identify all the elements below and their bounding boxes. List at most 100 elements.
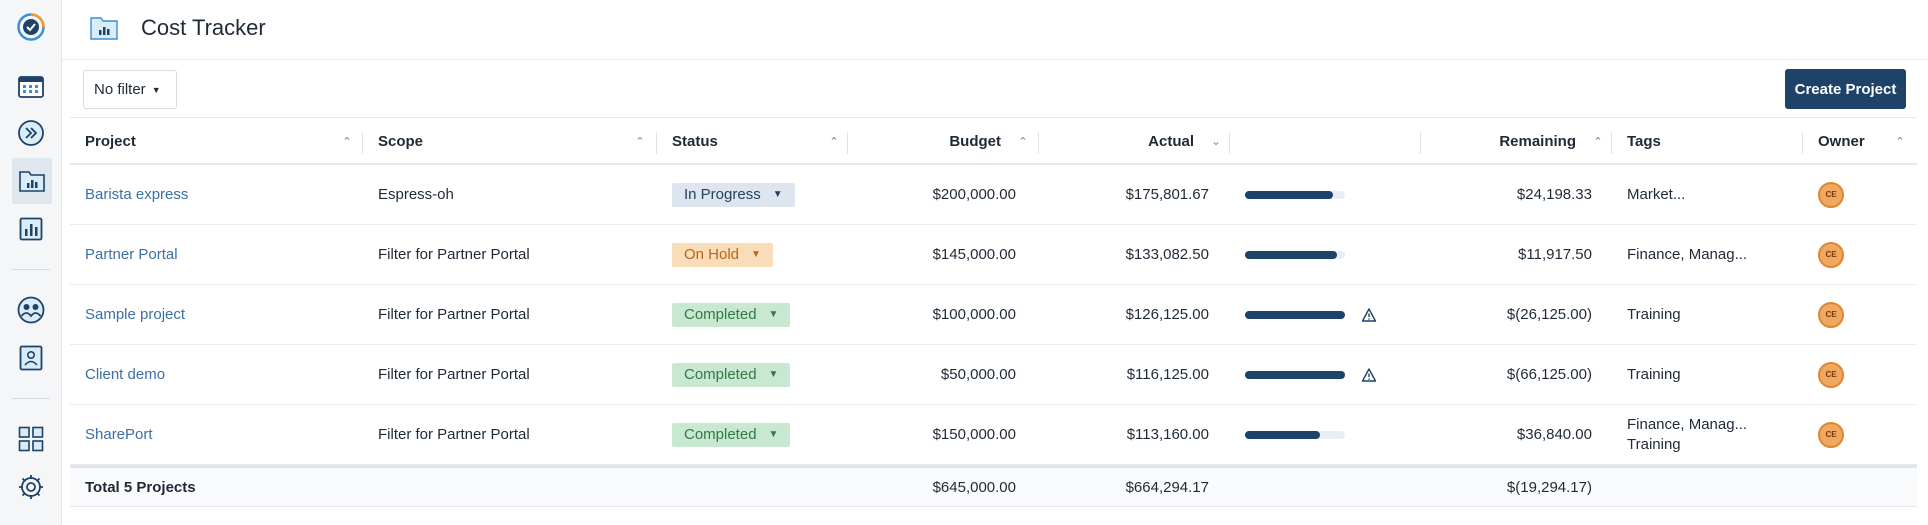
budget-progress-bar (1245, 371, 1345, 379)
budget-cell: $200,000.00 (932, 186, 1016, 203)
status-label: Completed (684, 366, 757, 383)
status-dropdown[interactable]: In Progress ▼ (672, 182, 795, 207)
status-dropdown[interactable]: Completed ▼ (672, 362, 791, 387)
sort-up-icon: ⌃ (829, 135, 839, 148)
status-dropdown[interactable]: Completed ▼ (672, 302, 791, 327)
table-header: Project ⌃ Scope ⌃ Status ⌃ Budget ⌃ Actual ⌄ … (70, 117, 1917, 165)
remaining-cell: $11,917.50 (1518, 246, 1592, 263)
table-row[interactable]: SharePort Filter for Partner Portal Comp… (70, 405, 1917, 465)
tags-cell: Training (1627, 345, 1797, 404)
owner-cell: CE (1818, 165, 1878, 224)
projects-table: Project ⌃ Scope ⌃ Status ⌃ Budget ⌃ Actual ⌄ … (70, 117, 1917, 507)
avatar[interactable]: CE (1818, 301, 1844, 328)
settings-icon[interactable] (16, 472, 46, 502)
actual-cell: $116,125.00 (1126, 366, 1209, 383)
project-link[interactable]: SharePort (85, 426, 153, 443)
remaining-cell: $36,840.00 (1516, 426, 1592, 443)
tag-text: Market... (1627, 185, 1686, 203)
status-label: Completed (684, 426, 757, 443)
column-header-budget[interactable]: Budget ⌃ (853, 118, 1031, 164)
project-link[interactable]: Partner Portal (85, 246, 178, 263)
tag-text: Training (1627, 305, 1681, 323)
sort-up-icon: ⌃ (1895, 135, 1905, 148)
cost-tracker-icon[interactable] (12, 158, 52, 204)
team-icon[interactable] (16, 295, 46, 325)
calendar-icon[interactable] (16, 71, 46, 101)
sort-up-icon: ⌃ (342, 135, 352, 148)
create-project-button[interactable]: Create Project (1785, 69, 1906, 109)
caret-down-icon: ▼ (751, 249, 761, 260)
avatar[interactable]: CE (1818, 361, 1844, 388)
status-cell: Completed ▼ (672, 285, 842, 344)
app-logo-icon[interactable] (16, 12, 46, 42)
cost-tracker-header-icon (90, 15, 118, 46)
tag-text: Finance, Manag... (1627, 415, 1748, 433)
table-row[interactable]: Client demo Filter for Partner Portal Co… (70, 345, 1917, 405)
caret-down-icon: ▼ (768, 369, 779, 380)
column-header-actual[interactable]: Actual ⌄ (1044, 118, 1224, 164)
filter-label: No filter (94, 81, 146, 98)
column-header-tags[interactable]: Tags (1627, 132, 1661, 150)
total-row: Total 5 Projects $645,000.00 $664,294.17… (70, 465, 1917, 507)
avatar[interactable]: CE (1818, 421, 1844, 448)
page-header: Cost Tracker (62, 0, 1928, 60)
project-link[interactable]: Sample project (85, 306, 186, 323)
status-cell: Completed ▼ (672, 405, 842, 464)
column-header-remaining[interactable]: Remaining ⌃ (1426, 118, 1606, 164)
caret-down-icon: ▼ (772, 189, 783, 200)
progress-cell (1245, 345, 1405, 404)
actual-cell: $175,801.67 (1125, 186, 1209, 203)
budget-progress-bar (1245, 311, 1345, 319)
status-cell: Completed ▼ (672, 345, 842, 404)
owner-cell: CE (1818, 285, 1878, 344)
table-row[interactable]: Sample project Filter for Partner Portal… (70, 285, 1917, 345)
budget-progress-bar (1245, 191, 1345, 199)
project-link[interactable]: Client demo (85, 366, 166, 383)
status-dropdown[interactable]: Completed ▼ (672, 422, 791, 447)
budget-cell: $145,000.00 (932, 246, 1016, 263)
column-header-progress (1235, 118, 1415, 164)
progress-cell (1245, 225, 1405, 284)
status-label: In Progress (684, 186, 761, 203)
status-label: On Hold (684, 246, 740, 263)
fast-forward-icon[interactable] (16, 118, 46, 148)
status-dropdown[interactable]: On Hold ▼ (672, 242, 773, 267)
caret-down-icon: ▼ (151, 84, 161, 95)
avatar[interactable]: CE (1818, 181, 1844, 208)
budget-progress-fill (1245, 431, 1320, 439)
tags-cell: Finance, Manag... (1627, 225, 1797, 284)
table-row[interactable]: Barista express Espress-oh In Progress ▼… (70, 165, 1917, 225)
warning-icon (1361, 368, 1377, 382)
sidebar-divider (12, 398, 50, 399)
column-header-project[interactable]: Project ⌃ (85, 118, 355, 164)
sort-down-icon: ⌄ (1211, 135, 1221, 148)
tags-cell: Finance, Manag... Training (1627, 405, 1797, 464)
status-cell: On Hold ▼ (672, 225, 842, 284)
table-row[interactable]: Partner Portal Filter for Partner Portal… (70, 225, 1917, 285)
project-link[interactable]: Barista express (85, 186, 189, 203)
sort-up-icon: ⌃ (1018, 135, 1028, 148)
filter-dropdown[interactable]: No filter ▼ (83, 70, 177, 109)
budget-progress-fill (1245, 251, 1337, 259)
total-label: Total 5 Projects (85, 479, 196, 496)
status-cell: In Progress ▼ (672, 165, 842, 224)
sort-up-icon: ⌃ (1593, 135, 1603, 148)
column-header-owner[interactable]: Owner ⌃ (1818, 118, 1908, 164)
page-title: Cost Tracker (141, 15, 266, 40)
sidebar-divider (12, 269, 50, 270)
owner-cell: CE (1818, 225, 1878, 284)
contact-icon[interactable] (16, 343, 46, 373)
scope-cell: Filter for Partner Portal (378, 366, 530, 383)
column-header-scope[interactable]: Scope ⌃ (378, 118, 648, 164)
reports-icon[interactable] (16, 214, 46, 244)
avatar[interactable]: CE (1818, 241, 1844, 268)
tags-cell: Training (1627, 285, 1797, 344)
tag-text: Training (1627, 435, 1681, 453)
tag-text: Finance, Manag... (1627, 245, 1748, 263)
scope-cell: Filter for Partner Portal (378, 246, 530, 263)
budget-progress-bar (1245, 431, 1345, 439)
column-header-status[interactable]: Status ⌃ (672, 118, 842, 164)
scope-cell: Filter for Partner Portal (378, 306, 530, 323)
status-label: Completed (684, 306, 757, 323)
dashboard-icon[interactable] (16, 424, 46, 454)
